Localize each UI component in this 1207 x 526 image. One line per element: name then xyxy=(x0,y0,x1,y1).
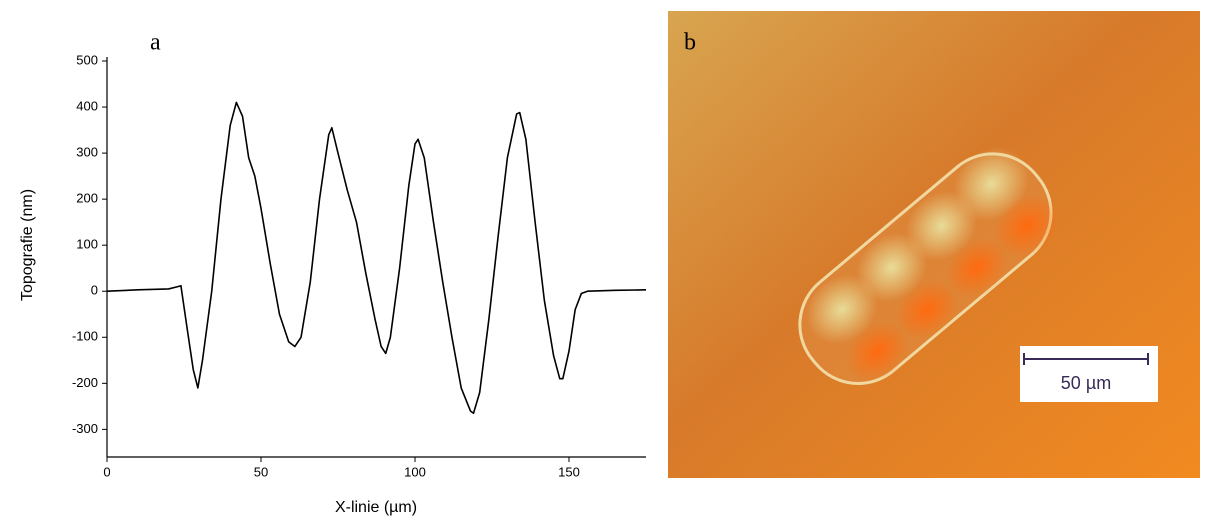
data-line xyxy=(106,101,647,415)
scale-bar-box xyxy=(1020,346,1158,402)
y-tick-label: 100 xyxy=(76,237,98,252)
x-tick-label: 100 xyxy=(404,464,426,479)
y-tick-label: 0 xyxy=(91,283,98,298)
glow xyxy=(846,321,909,382)
bump xyxy=(953,147,1030,221)
bump xyxy=(856,232,928,303)
bump xyxy=(806,274,878,344)
y-tick-label: -300 xyxy=(72,421,98,436)
y-tick-label: -100 xyxy=(72,329,98,344)
y-axis-label: Topografie (nm) xyxy=(19,189,36,301)
glow xyxy=(993,194,1060,258)
glow xyxy=(946,238,1008,298)
bump xyxy=(905,191,978,261)
y-tick-label: 200 xyxy=(76,191,98,206)
y-tick-label: -200 xyxy=(72,375,98,390)
glow xyxy=(896,280,959,340)
x-tick-label: 50 xyxy=(254,464,268,479)
x-tick-label: 0 xyxy=(103,464,110,479)
y-tick-label: 500 xyxy=(76,52,98,67)
panel-label: a xyxy=(150,30,161,56)
x-axis-label: X-linie (µm) xyxy=(335,499,417,516)
y-tick-label: 300 xyxy=(76,145,98,160)
y-tick-label: 400 xyxy=(76,98,98,113)
x-tick-label: 150 xyxy=(558,464,580,479)
panel-label: b xyxy=(684,30,696,56)
scale-bar-label: 50 µm xyxy=(1061,373,1111,393)
microstructure xyxy=(798,147,1060,385)
micrograph: b 50 µm xyxy=(668,11,1200,478)
line-chart: a Topografie (nm) X-linie (µm) 500400300… xyxy=(19,30,647,516)
